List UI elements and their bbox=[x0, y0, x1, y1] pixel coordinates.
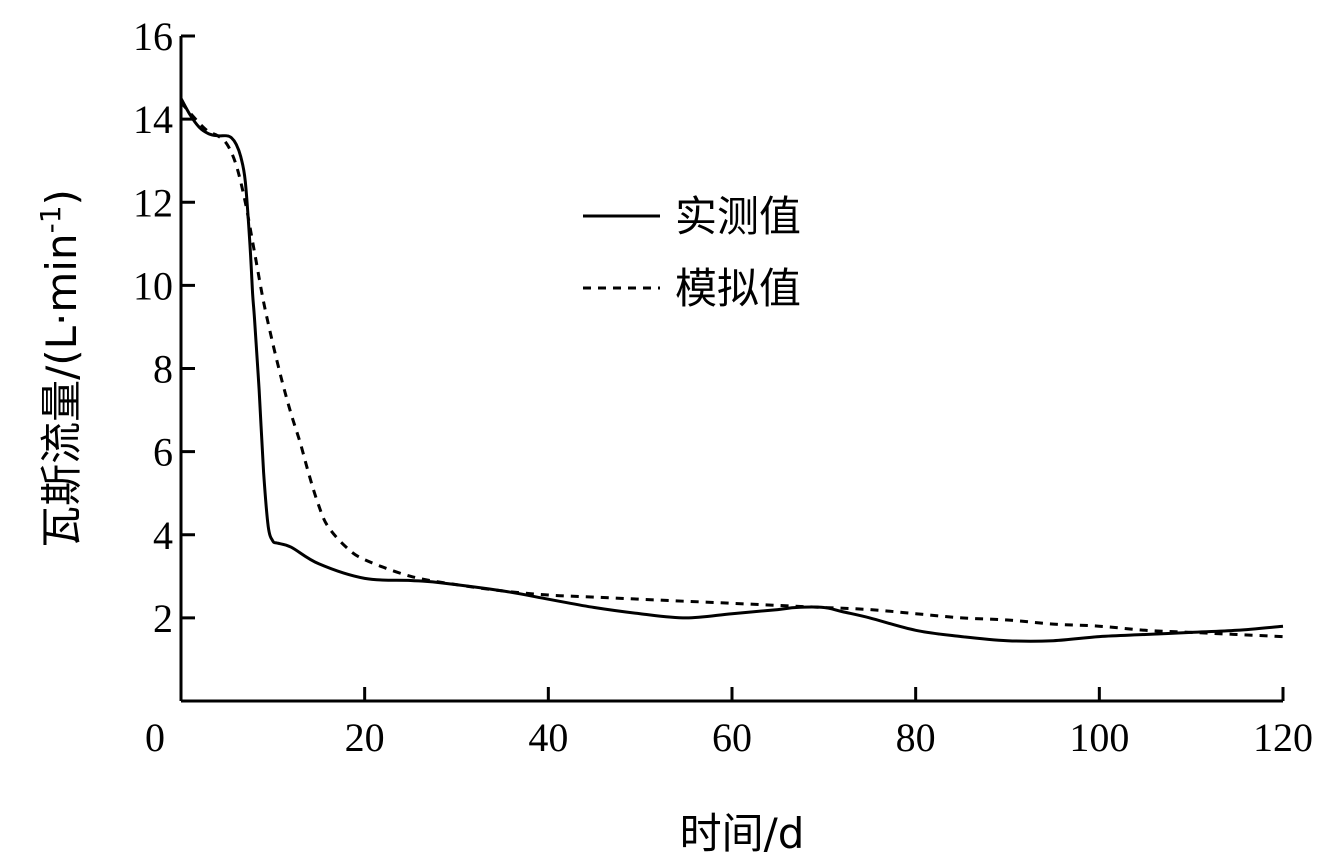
x-tick-label-120: 120 bbox=[1253, 715, 1313, 760]
legend: 实测值 模拟值 bbox=[583, 192, 801, 313]
x-tick-label-80: 80 bbox=[896, 715, 936, 760]
x-tick-label-0: 0 bbox=[145, 715, 165, 760]
ticks: 2 4 6 8 10 12 14 16 0 20 40 60 80 100 120 bbox=[133, 14, 1313, 760]
legend-label-simulated: 模拟值 bbox=[675, 264, 801, 313]
x-axis-title: 时间/d bbox=[680, 809, 805, 858]
y-axis-title-superscript: -1 bbox=[34, 205, 67, 233]
y-axis-title: 瓦斯流量/(L·min-1) bbox=[34, 189, 86, 548]
y-tick-label-2: 2 bbox=[153, 596, 173, 641]
y-axis-title-close: ) bbox=[37, 189, 86, 205]
y-tick-label-6: 6 bbox=[153, 430, 173, 475]
x-tick-label-60: 60 bbox=[712, 715, 752, 760]
svg-text:瓦斯流量/(L·min-1): 瓦斯流量/(L·min-1) bbox=[34, 189, 86, 548]
y-tick-label-12: 12 bbox=[133, 180, 173, 225]
legend-label-measured: 实测值 bbox=[675, 192, 801, 241]
y-axis-title-main: 瓦斯流量/(L·min bbox=[37, 233, 86, 548]
series-layer bbox=[179, 97, 1284, 643]
x-tick-label-40: 40 bbox=[528, 715, 568, 760]
axes bbox=[179, 36, 1283, 703]
y-tick-label-14: 14 bbox=[133, 97, 173, 142]
y-tick-label-4: 4 bbox=[153, 513, 173, 558]
y-tick-label-10: 10 bbox=[133, 263, 173, 308]
x-tick-label-20: 20 bbox=[345, 715, 385, 760]
y-tick-label-16: 16 bbox=[133, 14, 173, 59]
series-line-simulated bbox=[179, 101, 1284, 639]
series-line-measured bbox=[179, 97, 1284, 643]
y-tick-label-8: 8 bbox=[153, 347, 173, 392]
x-tick-label-100: 100 bbox=[1069, 715, 1129, 760]
